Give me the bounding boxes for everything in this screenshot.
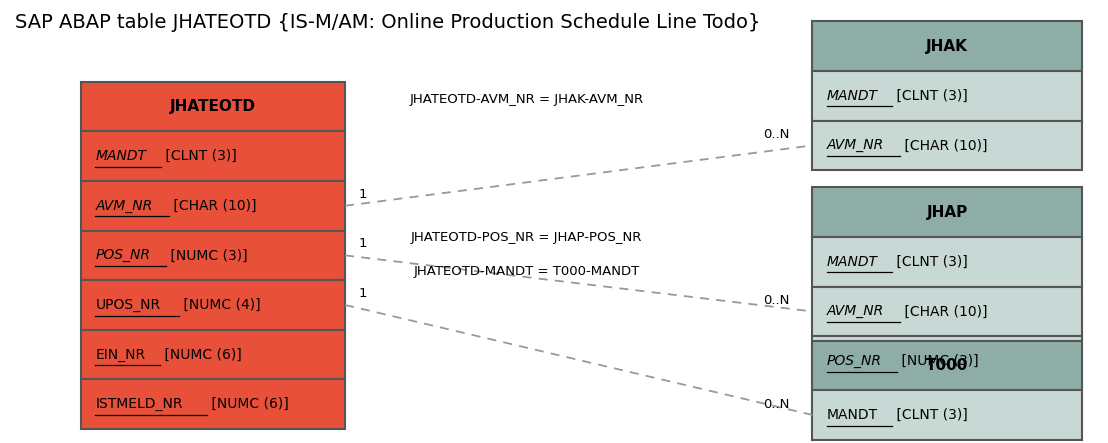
Text: SAP ABAP table JHATEOTD {IS-M/AM: Online Production Schedule Line Todo}: SAP ABAP table JHATEOTD {IS-M/AM: Online… (16, 13, 761, 32)
Text: ISTMELD_NR: ISTMELD_NR (95, 397, 183, 411)
Text: 1: 1 (358, 287, 367, 300)
Text: [NUMC (3)]: [NUMC (3)] (166, 249, 247, 262)
Text: [CLNT (3)]: [CLNT (3)] (892, 255, 967, 269)
FancyBboxPatch shape (812, 341, 1081, 390)
Text: [NUMC (6)]: [NUMC (6)] (160, 348, 242, 361)
Text: [CHAR (10)]: [CHAR (10)] (900, 304, 987, 319)
Text: 0..N: 0..N (763, 398, 789, 411)
FancyBboxPatch shape (812, 21, 1081, 71)
FancyBboxPatch shape (81, 230, 345, 280)
Text: [CHAR (10)]: [CHAR (10)] (168, 199, 256, 213)
Text: JHATEOTD-POS_NR = JHAP-POS_NR: JHATEOTD-POS_NR = JHAP-POS_NR (411, 230, 643, 244)
FancyBboxPatch shape (812, 120, 1081, 170)
Text: T000: T000 (926, 358, 968, 373)
Text: [NUMC (4)]: [NUMC (4)] (178, 298, 260, 312)
Text: JHAP: JHAP (926, 205, 967, 220)
Text: EIN_NR: EIN_NR (95, 348, 145, 361)
Text: [CLNT (3)]: [CLNT (3)] (892, 408, 968, 422)
Text: MANDT: MANDT (95, 149, 146, 163)
Text: 0..N: 0..N (763, 294, 789, 307)
Text: 0..N: 0..N (763, 128, 789, 141)
FancyBboxPatch shape (812, 336, 1081, 386)
FancyBboxPatch shape (81, 379, 345, 429)
Text: [CLNT (3)]: [CLNT (3)] (892, 89, 967, 103)
Text: POS_NR: POS_NR (95, 249, 151, 262)
Text: MANDT: MANDT (827, 89, 878, 103)
FancyBboxPatch shape (81, 280, 345, 330)
FancyBboxPatch shape (81, 82, 345, 132)
Text: AVM_NR: AVM_NR (827, 138, 884, 152)
FancyBboxPatch shape (812, 287, 1081, 336)
Text: JHATEOTD-MANDT = T000-MANDT: JHATEOTD-MANDT = T000-MANDT (413, 265, 639, 278)
FancyBboxPatch shape (812, 71, 1081, 120)
FancyBboxPatch shape (81, 330, 345, 379)
Text: JHATEOTD: JHATEOTD (171, 99, 256, 114)
Text: 1: 1 (358, 237, 367, 250)
Text: [CHAR (10)]: [CHAR (10)] (900, 138, 987, 152)
Text: [NUMC (3)]: [NUMC (3)] (897, 354, 978, 368)
Text: MANDT: MANDT (827, 408, 878, 422)
Text: 1: 1 (358, 187, 367, 201)
Text: [NUMC (6)]: [NUMC (6)] (207, 397, 289, 411)
Text: POS_NR: POS_NR (827, 354, 882, 368)
Text: JHAK: JHAK (926, 39, 968, 54)
FancyBboxPatch shape (81, 181, 345, 230)
FancyBboxPatch shape (812, 237, 1081, 287)
FancyBboxPatch shape (81, 132, 345, 181)
FancyBboxPatch shape (812, 187, 1081, 237)
Text: AVM_NR: AVM_NR (95, 199, 153, 213)
Text: JHATEOTD-AVM_NR = JHAK-AVM_NR: JHATEOTD-AVM_NR = JHAK-AVM_NR (410, 93, 644, 105)
FancyBboxPatch shape (812, 390, 1081, 440)
Text: AVM_NR: AVM_NR (827, 304, 884, 319)
Text: UPOS_NR: UPOS_NR (95, 298, 161, 312)
Text: MANDT: MANDT (827, 255, 878, 269)
Text: [CLNT (3)]: [CLNT (3)] (161, 149, 236, 163)
